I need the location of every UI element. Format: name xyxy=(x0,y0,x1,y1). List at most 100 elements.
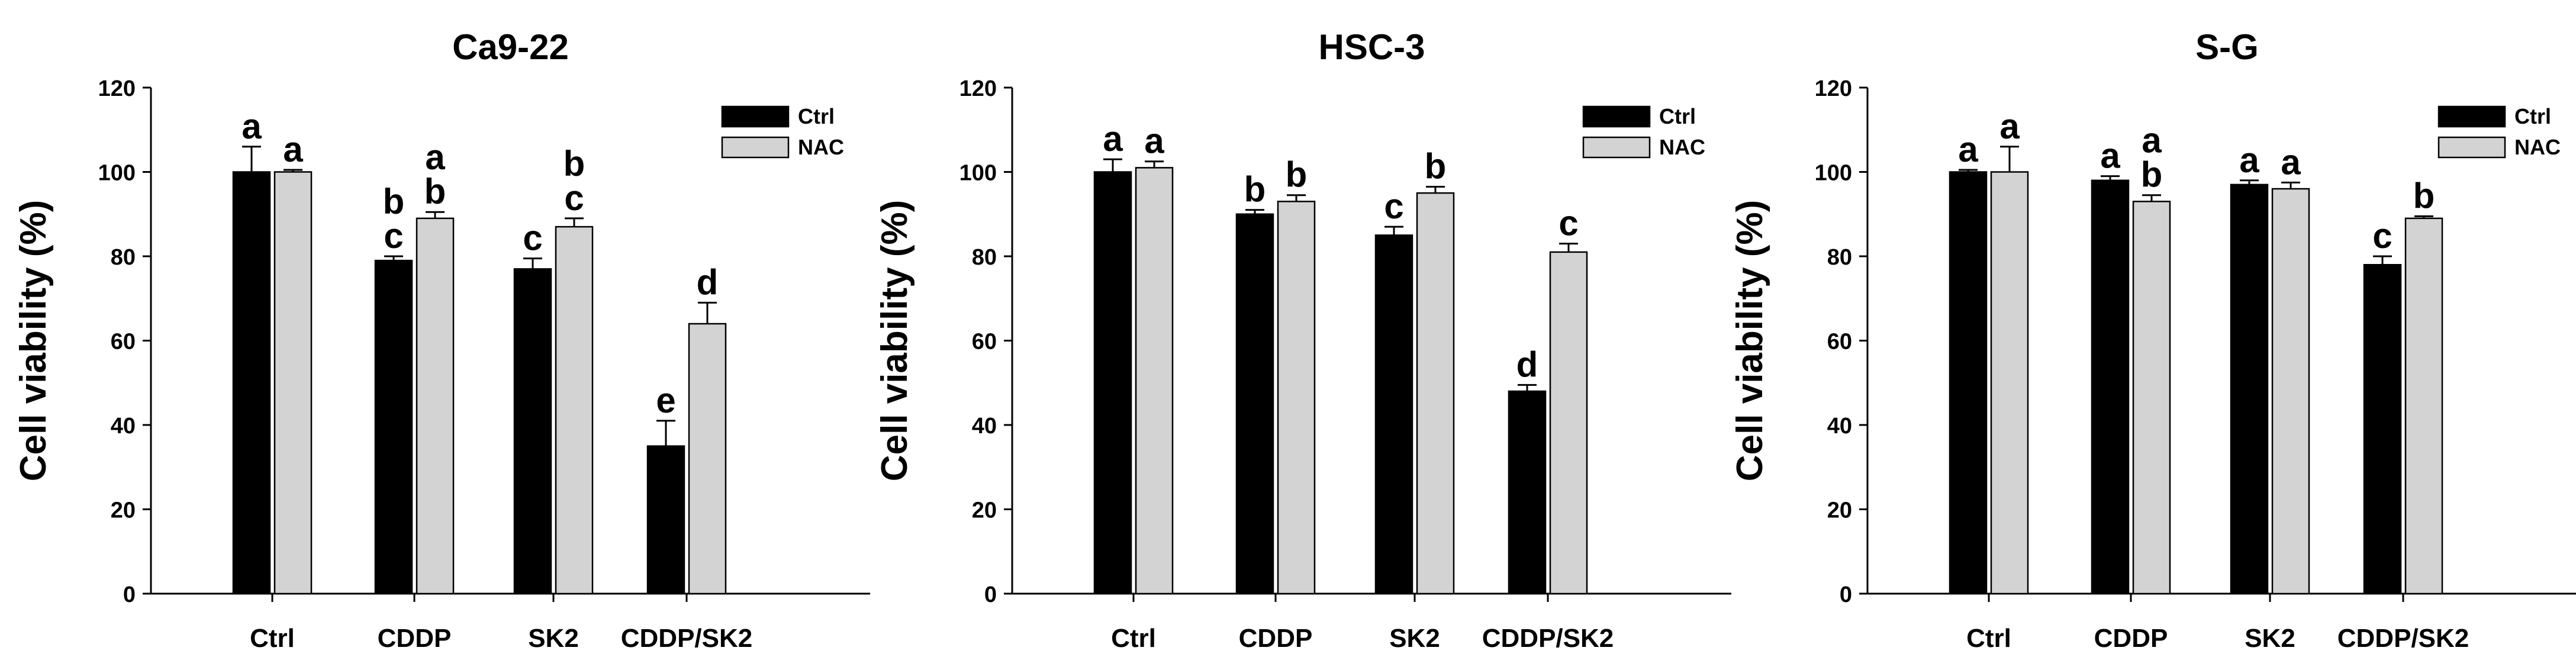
chart-3-bar-ctrl xyxy=(1949,171,1988,595)
chart-2-ytick-label: 60 xyxy=(972,330,997,355)
chart-2-sig-letter: b xyxy=(1425,146,1447,186)
chart-1-legend-swatch-nac xyxy=(721,136,790,159)
chart-1-ytick-label: 100 xyxy=(98,161,136,186)
chart-2-ytick-label: 0 xyxy=(984,582,997,607)
chart-2-bar-nac xyxy=(1549,251,1588,595)
chart-3-ytick-label: 40 xyxy=(1827,414,1852,439)
chart-2-legend-label-ctrl: Ctrl xyxy=(1659,104,1696,128)
chart-3-xtick-label: Ctrl xyxy=(1966,624,2011,653)
chart-3-bar-ctrl xyxy=(2091,179,2130,595)
chart-1-bar-ctrl xyxy=(646,445,685,595)
chart-3-sig-letter: a xyxy=(1958,130,1978,169)
chart-3-bar-ctrl xyxy=(2230,183,2269,595)
chart-2-bar-ctrl xyxy=(1374,234,1413,595)
chart-2-bar-nac xyxy=(1277,201,1316,595)
chart-2-bar-nac xyxy=(1416,192,1455,595)
chart-1-ytick-label: 20 xyxy=(111,498,136,523)
chart-1-ytick-label: 40 xyxy=(111,414,136,439)
chart-3-bar-ctrl xyxy=(2363,264,2402,595)
chart-1-ytick-label: 60 xyxy=(111,330,136,355)
chart-3-legend-label-ctrl: Ctrl xyxy=(2514,104,2551,128)
chart-1-xtick-label: CDDP/SK2 xyxy=(621,624,753,653)
chart-1-bar-nac xyxy=(273,171,313,595)
chart-1-ylabel: Cell viability (%) xyxy=(13,200,54,481)
chart-2-xtick-label: CDDP xyxy=(1239,624,1313,653)
chart-1-bar-nac xyxy=(416,217,455,595)
chart-2-sig-letter: a xyxy=(1144,121,1164,161)
chart-1-legend-label-ctrl: Ctrl xyxy=(798,104,835,128)
chart-3-sig-letter: b xyxy=(2141,155,2163,195)
chart-3-sig-letter: b xyxy=(2413,176,2435,215)
chart-1-xtick-label: Ctrl xyxy=(250,624,295,653)
chart-2-sig-letter: b xyxy=(1244,170,1266,210)
chart-1-sig-letter: a xyxy=(283,130,303,169)
chart-1-bar-ctrl xyxy=(513,268,552,595)
chart-3-legend-label-nac: NAC xyxy=(2514,135,2561,159)
chart-1-ytick-label: 80 xyxy=(111,245,136,270)
chart-1-sig-letter: d xyxy=(697,262,719,302)
chart-1-title: Ca9-22 xyxy=(452,27,569,67)
chart-3-ytick-label: 20 xyxy=(1827,498,1852,523)
chart-2-ytick-label: 20 xyxy=(972,498,997,523)
chart-3-xtick-label: CDDP/SK2 xyxy=(2337,624,2469,653)
chart-3-sig-letter: a xyxy=(1999,107,2020,146)
chart-2-ytick-label: 120 xyxy=(959,76,997,101)
chart-3-bar-nac xyxy=(2404,217,2443,595)
chart-3-bar-nac xyxy=(1990,171,2029,595)
chart-2-sig-letter: c xyxy=(1559,204,1578,243)
chart-3-ylabel: Cell viability (%) xyxy=(1730,200,1770,481)
chart-1-xtick-label: CDDP xyxy=(378,624,452,653)
chart-3-bar-nac xyxy=(2271,188,2310,595)
chart-3-bar-nac xyxy=(2132,201,2171,595)
chart-3-xtick-label: SK2 xyxy=(2245,624,2295,653)
chart-3-sig-letter: a xyxy=(2281,142,2301,182)
chart-2-sig-letter: a xyxy=(1103,119,1123,159)
chart-1-bar-ctrl xyxy=(374,259,413,595)
chart-3-ytick-label: 0 xyxy=(1840,582,1852,607)
chart-2-xtick-label: CDDP/SK2 xyxy=(1482,624,1614,653)
chart-2-ytick-label: 40 xyxy=(972,414,997,439)
chart-3-legend-swatch-ctrl xyxy=(2437,105,2506,128)
chart-3-legend-swatch-nac xyxy=(2437,136,2506,159)
chart-1-ytick-label: 0 xyxy=(123,582,136,607)
chart-1-sig-letter: c xyxy=(384,216,403,256)
chart-1-sig-letter: c xyxy=(564,178,584,218)
chart-3-xtick-label: CDDP xyxy=(2094,624,2168,653)
chart-1-bar-nac xyxy=(688,323,727,595)
chart-1-sig-letter: e xyxy=(656,381,675,420)
chart-1-ytick-label: 120 xyxy=(98,76,136,101)
chart-3-ytick-label: 80 xyxy=(1827,245,1852,270)
chart-2-legend-swatch-ctrl xyxy=(1582,105,1651,128)
chart-2-xtick-label: Ctrl xyxy=(1111,624,1156,653)
chart-1-sig-letter: b xyxy=(424,172,446,211)
chart-2-title: HSC-3 xyxy=(1318,27,1425,67)
chart-2-bar-ctrl xyxy=(1508,390,1547,595)
chart-1-sig-letter: b xyxy=(383,182,405,221)
chart-2-ytick-label: 100 xyxy=(959,161,997,186)
chart-2-sig-letter: d xyxy=(1516,344,1538,384)
chart-3-sig-letter: a xyxy=(2100,136,2120,176)
chart-1-bar-nac xyxy=(555,226,594,595)
chart-3-ytick-label: 60 xyxy=(1827,330,1852,355)
chart-2-legend-label-nac: NAC xyxy=(1659,135,1705,159)
chart-2-legend-swatch-nac xyxy=(1582,136,1651,159)
chart-2-bar-nac xyxy=(1135,167,1174,595)
chart-2-sig-letter: c xyxy=(1384,186,1403,226)
chart-2-ytick-label: 80 xyxy=(972,245,997,270)
chart-2-sig-letter: b xyxy=(1286,155,1308,195)
chart-3-ytick-label: 120 xyxy=(1815,76,1852,101)
chart-1-sig-letter: b xyxy=(564,144,585,183)
chart-3-sig-letter: a xyxy=(2142,121,2162,160)
chart-2-bar-ctrl xyxy=(1235,213,1274,595)
chart-1-xtick-label: SK2 xyxy=(528,624,579,653)
chart-3-sig-letter: a xyxy=(2239,140,2259,180)
chart-3-title: S-G xyxy=(2195,27,2259,67)
chart-1-legend-swatch-ctrl xyxy=(721,105,790,128)
chart-1-sig-letter: a xyxy=(242,107,262,146)
chart-3-sig-letter: c xyxy=(2372,216,2392,256)
chart-2-ylabel: Cell viability (%) xyxy=(874,200,915,481)
chart-2-xtick-label: SK2 xyxy=(1389,624,1440,653)
chart-1-sig-letter: c xyxy=(523,218,542,258)
chart-2-bar-ctrl xyxy=(1093,171,1132,595)
